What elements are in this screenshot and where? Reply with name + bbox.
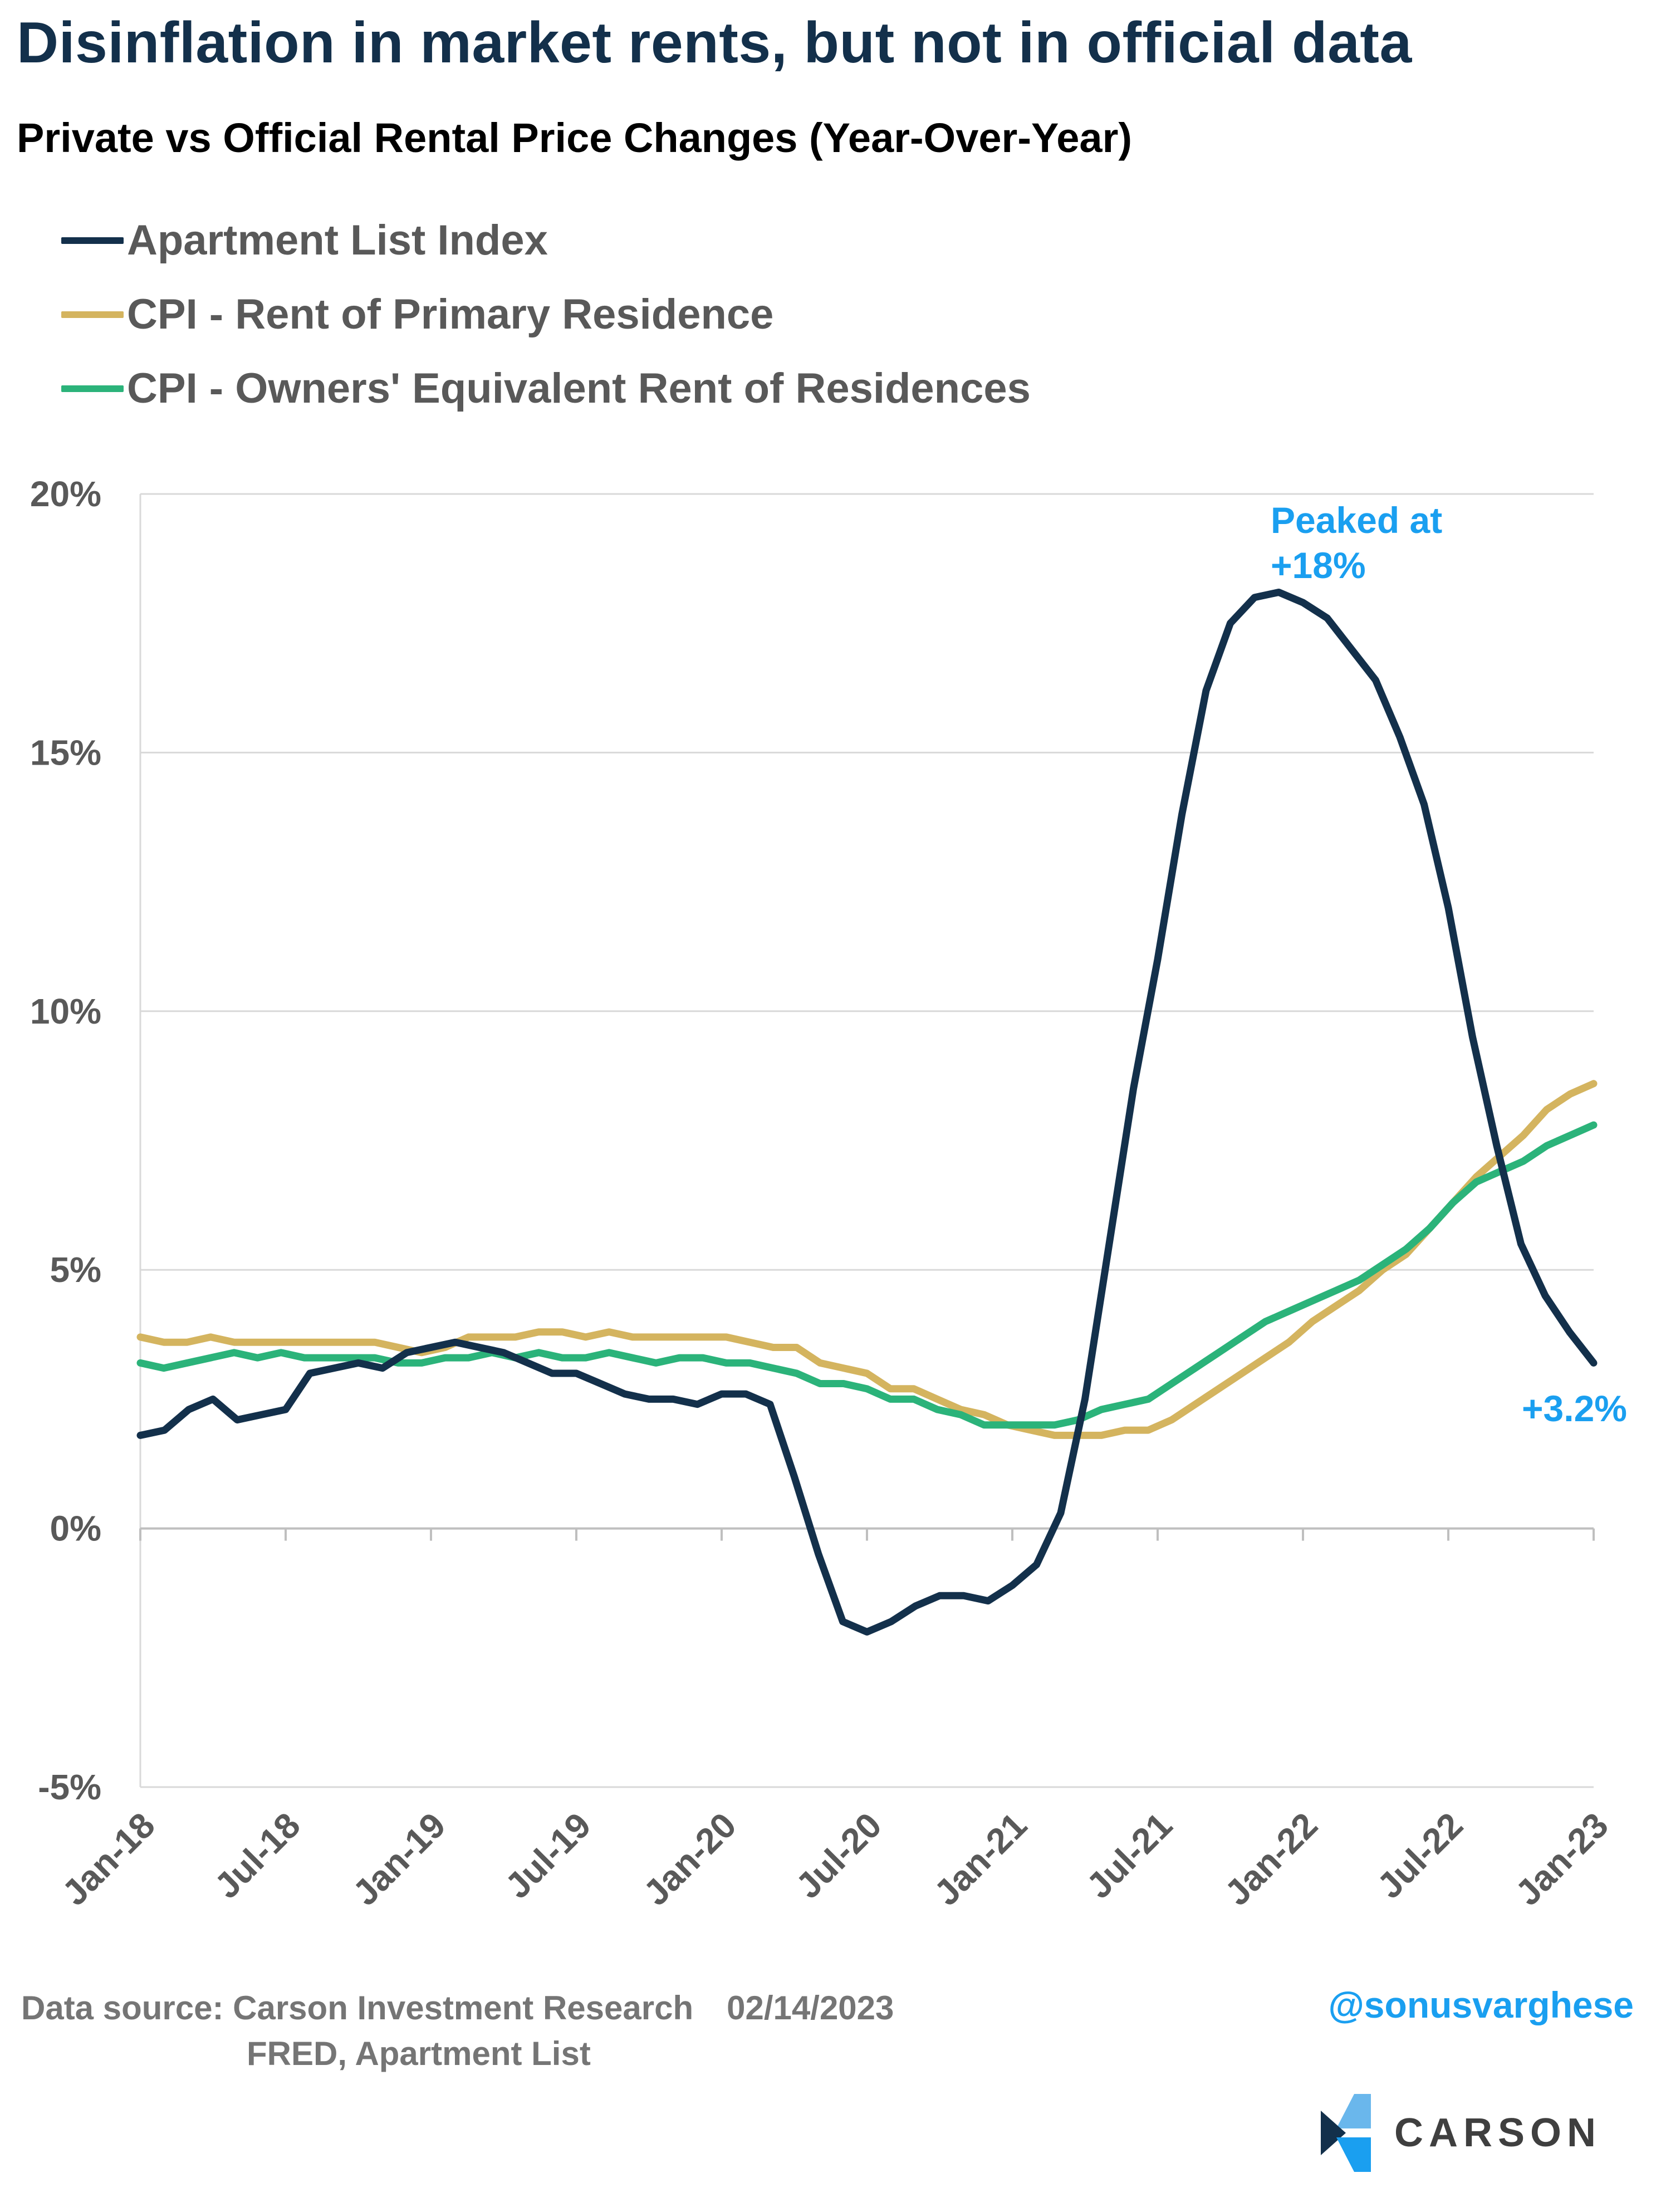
- x-tick-label: Jan-23: [1508, 1805, 1616, 1913]
- y-axis-ticks: 20% 15% 10% 5% 0% -5%: [30, 474, 101, 1807]
- legend-label-cpi-rent: CPI - Rent of Primary Residence: [127, 291, 774, 338]
- y-tick-label: 0%: [50, 1509, 102, 1549]
- x-tick-label: Jan-22: [1217, 1805, 1325, 1913]
- carson-logo-text: CARSON: [1394, 2111, 1602, 2155]
- y-tick-label: 10%: [30, 991, 101, 1031]
- legend-label-cpi-oer: CPI - Owners' Equivalent Rent of Residen…: [127, 365, 1031, 412]
- legend-swatch-cpi-oer: [61, 385, 124, 392]
- annotation-peak-line-1: Peaked at: [1271, 500, 1442, 541]
- series-lines: [136, 589, 1598, 1636]
- data-source: Data source: Carson Investment Research 0…: [21, 1985, 894, 2077]
- legend-item-cpi-rent: CPI - Rent of Primary Residence: [61, 277, 1031, 351]
- x-tick-label: Jan-20: [636, 1805, 744, 1913]
- series-line-cpi-oer: [136, 1121, 1598, 1429]
- line-chart: 20% 15% 10% 5% 0% -5% Jan-18 Jul-18 Jan-19 Jul-1…: [30, 474, 1627, 1913]
- x-axis: Jan-18 Jul-18 Jan-19 Jul-19 Jan-20 Jul-20 Jan-…: [55, 1527, 1616, 1913]
- x-tick-label: Jan-19: [345, 1805, 453, 1913]
- legend-label-apartment-list: Apartment List Index: [127, 217, 548, 264]
- legend-swatch-cpi-rent: [61, 311, 124, 318]
- legend-item-cpi-oer: CPI - Owners' Equivalent Rent of Residen…: [61, 351, 1031, 425]
- x-tick-label: Jul-22: [1369, 1805, 1471, 1906]
- source-date: 02/14/2023: [727, 1989, 894, 2027]
- carson-logo: CARSON: [1321, 2094, 1601, 2172]
- y-tick-label: -5%: [38, 1767, 101, 1807]
- source-line-2: FRED, Apartment List: [247, 2035, 591, 2072]
- legend-item-apartment-list: Apartment List Index: [61, 203, 1031, 277]
- legend: Apartment List Index CPI - Rent of Prima…: [61, 203, 1031, 425]
- series-line-cpi-rent: [136, 1080, 1598, 1439]
- y-tick-label: 20%: [30, 474, 101, 514]
- annotations: Peaked at+18% +3.2%: [1271, 500, 1627, 1429]
- x-tick-label: Jan-21: [927, 1805, 1035, 1913]
- annotation-peak-line-2: +18%: [1271, 545, 1366, 586]
- chart-title: Disinflation in market rents, but not in…: [17, 11, 1412, 75]
- x-tick-label: Jul-19: [497, 1805, 599, 1906]
- gridlines: [139, 493, 1594, 1788]
- carson-logo-icon: [1321, 2094, 1371, 2172]
- x-tick-label: Jan-18: [55, 1805, 163, 1913]
- chart-subtitle: Private vs Official Rental Price Changes…: [17, 115, 1133, 161]
- twitter-handle: @sonusvarghese: [1328, 1984, 1634, 2025]
- series-line-apartment-list: [136, 589, 1598, 1636]
- annotation-latest: +3.2%: [1522, 1388, 1627, 1429]
- x-tick-label: Jul-21: [1079, 1805, 1180, 1906]
- y-tick-label: 15%: [30, 732, 101, 772]
- y-tick-label: 5%: [50, 1250, 102, 1290]
- legend-swatch-apartment-list: [61, 237, 124, 244]
- x-tick-label: Jul-20: [788, 1805, 889, 1906]
- source-line-1: Data source: Carson Investment Research: [21, 1989, 694, 2027]
- x-tick-label: Jul-18: [207, 1805, 308, 1906]
